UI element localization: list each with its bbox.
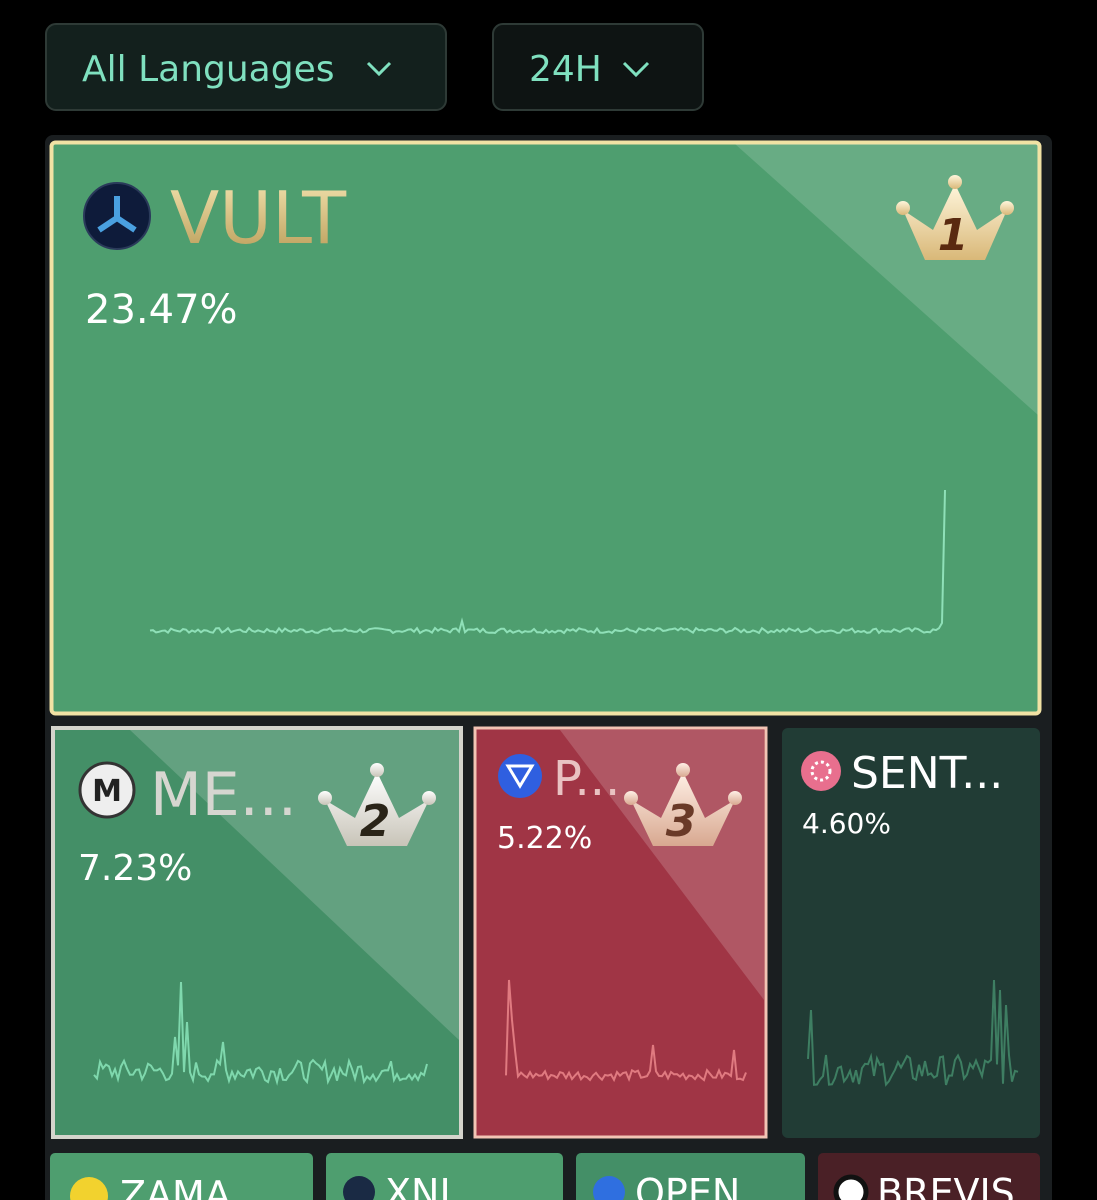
tile[interactable] [782,728,1040,1138]
token-icon [78,761,136,819]
period-filter[interactable] [492,23,704,111]
token-icon [498,754,542,798]
token-name: P... [553,751,620,807]
sparkline-path [93,981,428,1086]
sparkline-path [149,489,946,635]
token-name: VULT [170,176,347,260]
token-icon [593,1176,625,1200]
token-name: SENT... [851,748,1003,799]
tile[interactable] [818,1153,1040,1200]
icon-glyph [505,764,535,789]
filter-label: All Languages [82,49,335,90]
token-name: XNI [385,1171,451,1200]
token-name: OPEN... [635,1171,777,1200]
sparkline [149,489,946,635]
token-name: BREVIS [877,1171,1015,1200]
token-change: 23.47% [85,287,238,333]
icon-glyph [810,760,832,782]
highlight [560,730,764,1000]
token-icon [70,1177,108,1200]
chevron [366,61,392,77]
rank: 1 [938,210,969,261]
icon-glyph [97,196,137,233]
tile[interactable] [50,1153,313,1200]
filter-label: 24H [529,49,602,90]
rank: 3 [666,796,697,847]
tile[interactable] [49,140,1042,716]
chevron [622,61,650,78]
token-icon [801,751,841,791]
token-change: 5.22% [497,821,592,856]
sparkline [93,981,428,1086]
icon-glyph: M [92,774,122,809]
token-icon [833,1174,869,1200]
token-name: ME... [150,760,297,830]
sparkline [807,979,1019,1087]
language-filter[interactable] [45,23,447,111]
tile[interactable] [576,1153,805,1200]
tile[interactable] [326,1153,563,1200]
rank: 2 [360,796,391,847]
sparkline [505,979,747,1083]
token-change: 7.23% [78,848,192,889]
sparkline-path [807,979,1019,1087]
crown: 1 [896,175,1014,261]
token-icon [343,1176,375,1200]
crown: 2 [318,763,436,847]
sparkline-path [505,979,747,1083]
token-change: 4.60% [802,807,891,840]
crown: 3 [624,763,742,847]
token-name: ZAMA [120,1173,231,1200]
